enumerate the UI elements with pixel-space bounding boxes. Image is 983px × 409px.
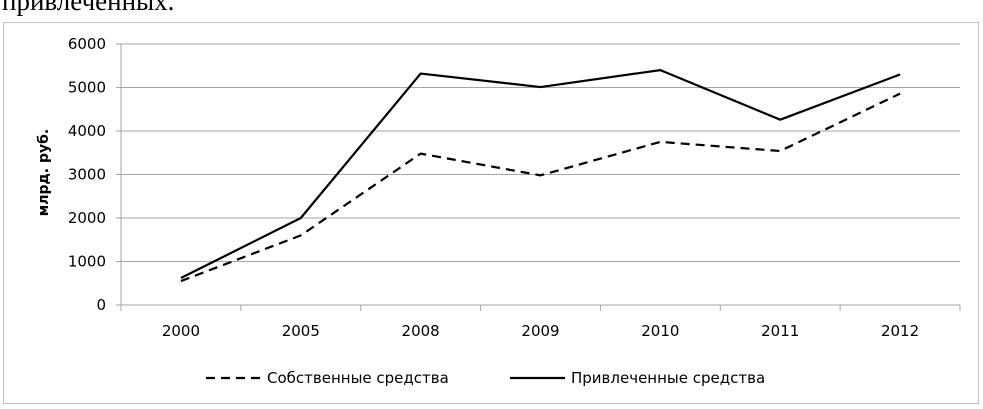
x-tick-labels: 2000 2005 2008 2009 2010 2011 2012 xyxy=(162,322,919,340)
y-tick-label: 5000 xyxy=(68,79,106,97)
legend: Собственные средства Привлеченные средств… xyxy=(206,369,765,387)
series-line-borrowed-funds xyxy=(180,68,901,280)
y-tick-label: 3000 xyxy=(68,166,106,184)
axes xyxy=(116,43,961,311)
y-tick-label: 2000 xyxy=(68,209,106,227)
series-lines xyxy=(180,68,901,283)
grid-lines xyxy=(121,43,960,262)
y-tick-label: 6000 xyxy=(68,35,106,53)
y-tick-label: 4000 xyxy=(68,122,106,140)
x-tick-label: 2000 xyxy=(162,322,200,340)
x-tick-label: 2009 xyxy=(521,322,559,340)
preceding-text-fragment: привлеченных. xyxy=(2,0,175,16)
y-axis-title: млрд. руб. xyxy=(36,129,52,216)
legend-label: Собственные средства xyxy=(267,369,449,387)
x-tick-label: 2011 xyxy=(761,322,799,340)
series-line-own-funds xyxy=(180,92,901,283)
y-tick-label: 0 xyxy=(96,296,106,314)
x-tick-label: 2005 xyxy=(282,322,320,340)
y-tick-labels: 0 1000 2000 3000 4000 5000 6000 xyxy=(68,35,106,314)
x-tick-label: 2010 xyxy=(641,322,679,340)
chart-frame xyxy=(3,22,979,404)
x-tick-label: 2008 xyxy=(402,322,440,340)
legend-label: Привлеченные средства xyxy=(571,369,765,387)
x-tick-label: 2012 xyxy=(881,322,919,340)
y-tick-label: 1000 xyxy=(68,253,106,271)
